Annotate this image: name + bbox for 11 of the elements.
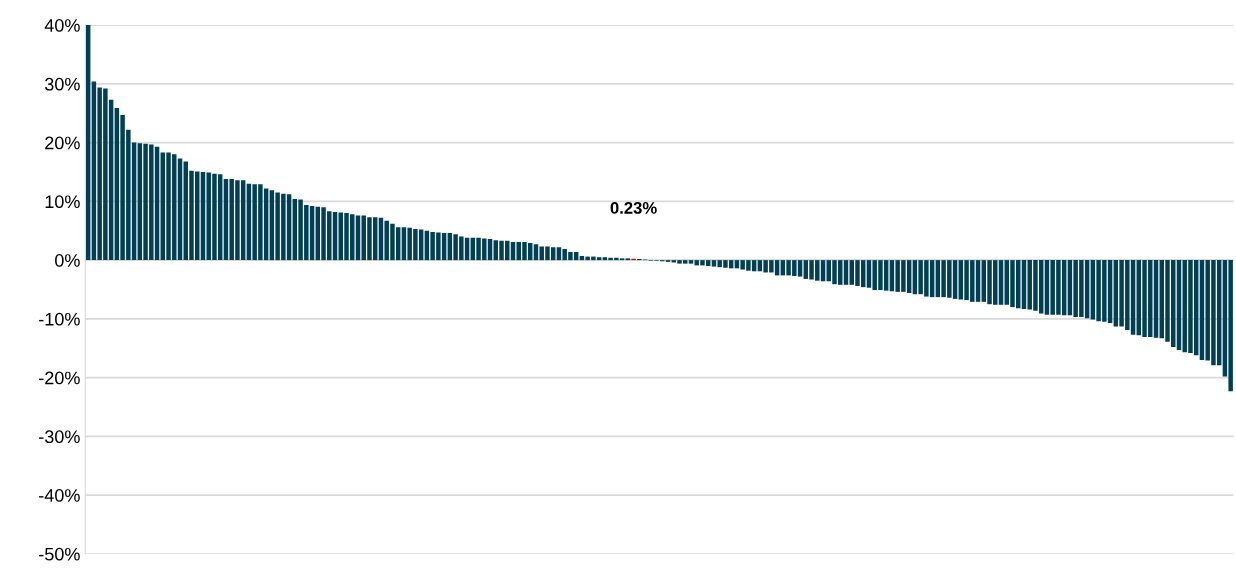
y-tick-label: -40% — [39, 489, 80, 502]
y-tick-label: -30% — [39, 430, 80, 444]
y-tick-label: 30% — [44, 77, 80, 91]
y-tick-label: -20% — [39, 371, 80, 385]
y-tick-label: 0% — [55, 254, 80, 267]
y-tick-label: 20% — [45, 136, 80, 150]
y-tick-label: 40% — [44, 19, 80, 32]
y-tick-label: -10% — [39, 312, 80, 326]
data-label: 0.23% — [610, 202, 657, 214]
y-tick-label: 10% — [45, 195, 80, 209]
y-tick-label: -50% — [39, 547, 80, 561]
